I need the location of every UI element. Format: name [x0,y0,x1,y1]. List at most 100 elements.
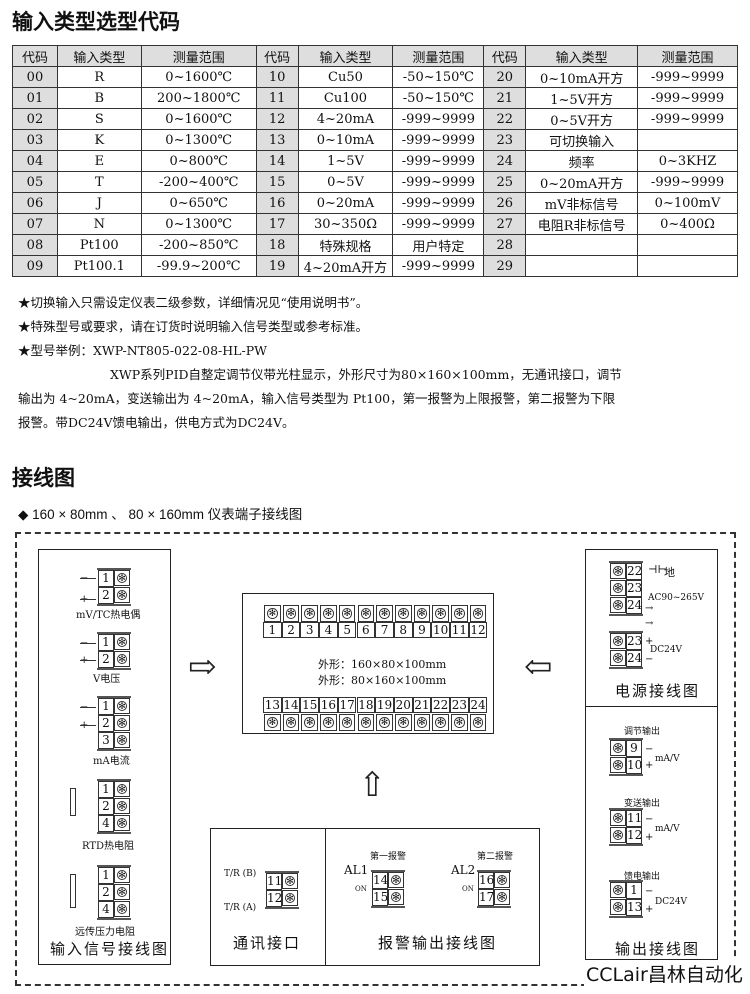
range-cell [637,234,738,256]
terminal-rail [371,870,405,872]
screw-icon: ✻ [117,654,127,665]
terminal-number: 16 [319,697,338,713]
terminal-screw-icon: ✻ [357,605,375,622]
input-panel-title: 输入信号接线图 [50,940,170,958]
screw-icon: ✻ [435,717,446,728]
screw-icon: ✻ [613,902,623,913]
range-cell: 0~1600℃ [140,108,257,130]
input-type-cell: 0~5V [297,171,394,193]
terminal-number: 6 [356,622,376,638]
range-cell: -999~9999 [392,192,485,214]
screw-icon: ✻ [117,887,127,898]
terminal-number: 1 [98,698,114,715]
input-type-cell: J [56,192,142,214]
v-label: V电压 [93,674,121,685]
code-cell: 16 [255,192,299,214]
terminal-screw-icon: ✻ [114,884,130,900]
screw-icon: ✻ [454,608,465,619]
range-cell: -999~9999 [637,87,738,109]
note-1: ★切换输入只需设定仪表二级参数，详细情况见“使用说明书”。 [18,295,369,310]
screw-icon: ✻ [379,717,390,728]
column-header: 测量范围 [392,45,485,67]
code-cell: 18 [255,234,299,256]
code-cell: 11 [255,87,299,109]
alarm-panel-title: 报警输出接线图 [378,934,498,952]
terminal-rail [97,568,131,570]
screw-icon: ✻ [285,608,297,619]
wire-terminal-icon: → [645,618,654,629]
terminal-number: 1 [263,622,282,638]
wire-terminal-icon: + [80,655,94,667]
resistor-icon [70,788,76,816]
watermark-logo: CCLair昌林自动化 [584,960,745,987]
wiring-title: 接线图 [12,466,75,490]
column-header: 代码 [12,45,58,67]
screw-icon: ✻ [285,717,297,728]
terminal-number: 14 [372,872,389,889]
input-type-cell: Cu100 [297,87,394,109]
terminal-screw-icon: ✻ [114,715,130,731]
terminal-number: 2 [281,622,301,638]
terminal-number: 4 [98,901,114,918]
terminal-number: 22 [431,697,450,713]
terminal-screw-icon: ✻ [320,605,337,622]
screw-icon: ✻ [117,904,127,915]
rtd-label: RTD热电阻 [82,841,135,852]
terminal-screw-icon: ✻ [114,651,130,667]
input-type-cell: 0~20mA [297,192,394,214]
output-panel-title: 输出接线图 [615,940,701,958]
input-type-cell: Pt100 [56,234,142,256]
dimension-1: 外形：160×80×100mm [318,658,447,671]
terminal-screw-icon: ✻ [114,570,130,586]
wire-line [80,660,96,661]
terminal-number: 3 [300,622,320,638]
input-type-cell: 1~5V开方 [525,87,639,109]
screw-icon: ✻ [472,608,484,619]
al2-on-label: ON [462,885,474,893]
wire-terminal-icon: + [645,760,654,771]
control-mav-label: mA/V [655,754,680,764]
terminal-number: 23 [626,633,643,650]
input-type-cell: 0~10mA [297,129,394,151]
terminal-number: 18 [356,697,376,713]
tra-label: T/R (A) [224,903,257,913]
table-row: 02 S 0~1600℃ 12 4~20mA -999~9999 22 0~5V开方 -999~… [12,108,738,130]
screw-icon: ✻ [341,608,353,619]
code-cell: 13 [255,129,299,151]
code-cell: 15 [255,171,299,193]
wire-line [80,578,96,579]
terminal-number: 22 [626,563,643,580]
table-row: 09 Pt100.1 -99.9~200℃ 19 4~20mA开方 -999~9999 29 [12,255,738,277]
table-row: 05 T -200~400℃ 15 0~5V -999~9999 25 0~20mA开方 -99… [12,171,738,193]
terminal-number: 12 [266,890,283,907]
range-cell: 0~400Ω [637,213,738,235]
feed-output-label: 馈电输出 [624,872,661,882]
terminal-rail [97,668,131,670]
screw-icon: ✻ [613,885,623,896]
terminal-number: 3 [98,732,114,749]
screw-icon: ✻ [117,573,127,584]
input-type-cell [525,255,639,277]
screw-icon: ✻ [304,608,316,619]
input-type-cell: N [56,213,142,235]
terminal-number: 24 [626,597,643,614]
code-cell: 06 [12,192,58,214]
screw-icon: ✻ [360,608,372,619]
terminal-screw-icon: ✻ [114,901,130,917]
input-type-cell: mV非标信号 [525,192,639,214]
wire-terminal-icon: + [645,832,654,843]
note-5: 输出为 4~20mA，变送输出为 4~20mA，输入信号类型为 Pt100，第一… [18,391,616,406]
wire-terminal-icon: + [80,594,94,606]
screw-icon: ✻ [323,608,334,619]
screw-icon: ✻ [117,818,127,829]
code-cell: 03 [12,129,58,151]
wire-terminal-icon: − [645,654,654,665]
screw-icon: ✻ [416,717,428,728]
terminal-number: 12 [468,622,488,638]
screw-icon: ✻ [613,830,623,841]
screw-icon: ✻ [267,608,278,619]
terminal-rail [609,774,643,776]
screw-icon: ✻ [117,590,127,601]
terminal-rail [609,880,643,882]
terminal-screw-icon: ✻ [114,867,130,883]
